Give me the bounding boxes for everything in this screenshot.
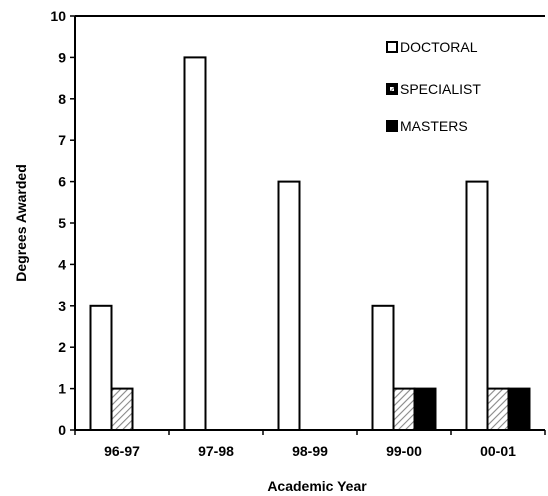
y-tick-label: 1 [58, 381, 66, 397]
legend: DOCTORAL SPECIALIST MASTERS [386, 39, 481, 134]
x-tick-label: 96-97 [104, 443, 140, 459]
legend-swatch-doctoral [386, 41, 398, 53]
y-tick-label: 2 [58, 339, 66, 355]
legend-label-specialist: SPECIALIST [400, 81, 481, 97]
y-tick-label: 3 [58, 298, 66, 314]
x-tick-label: 98-99 [292, 443, 328, 459]
y-tick-label: 7 [58, 132, 66, 148]
y-tick-label: 4 [58, 256, 66, 272]
legend-swatch-specialist-inner [390, 87, 394, 91]
bar-doctoral-96-97 [89, 304, 113, 431]
bar-specialist-96-97 [110, 387, 134, 432]
y-tick-label: 10 [50, 8, 66, 24]
bar-doctoral-97-98 [183, 56, 207, 432]
bar-masters-99-00 [413, 387, 437, 432]
y-ticks: 0 1 2 3 4 5 6 7 8 9 10 [50, 8, 75, 438]
x-ticks: 96-97 97-98 98-99 99-00 00-01 [74, 430, 546, 459]
legend-swatch-masters [386, 120, 398, 132]
legend-label-doctoral: DOCTORAL [400, 39, 478, 55]
bar-specialist-99-00 [392, 387, 416, 432]
bars-group [89, 56, 531, 432]
x-tick-label: 99-00 [386, 443, 422, 459]
y-tick-label: 8 [58, 91, 66, 107]
bar-doctoral-00-01 [465, 180, 489, 431]
bar-doctoral-99-00 [371, 304, 395, 431]
y-tick-label: 9 [58, 49, 66, 65]
x-tick-label: 00-01 [480, 443, 516, 459]
x-tick-label: 97-98 [198, 443, 234, 459]
legend-label-masters: MASTERS [400, 118, 468, 134]
y-axis-label: Degrees Awarded [13, 164, 29, 282]
bar-doctoral-98-99 [277, 180, 301, 431]
y-tick-label: 6 [58, 174, 66, 190]
y-tick-label: 0 [58, 422, 66, 438]
y-tick-label: 5 [58, 215, 66, 231]
bar-masters-00-01 [507, 387, 531, 432]
x-axis-label: Academic Year [267, 478, 367, 494]
bar-specialist-00-01 [486, 387, 510, 432]
